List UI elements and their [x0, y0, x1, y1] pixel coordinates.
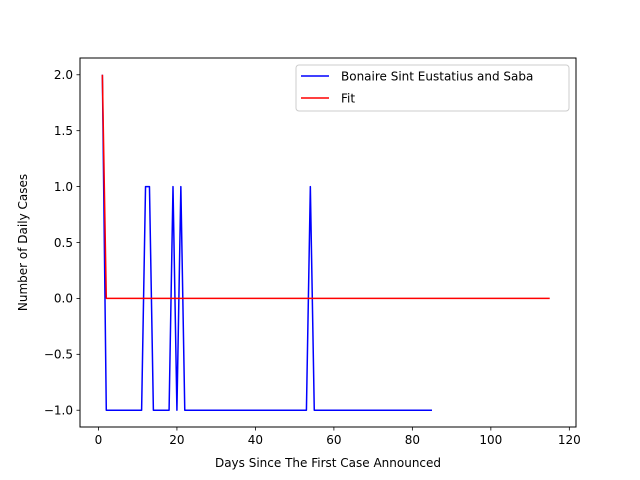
y-tick-label: −1.0 [44, 404, 73, 418]
plot-lines [101, 74, 550, 411]
x-tick-label: 80 [405, 433, 420, 447]
y-axis-ticks: −1.0 −0.5 0.0 0.5 1.0 1.5 2.0 [44, 68, 80, 418]
x-tick-label: 0 [95, 433, 103, 447]
legend-box [295, 64, 570, 112]
y-tick-label: 1.0 [54, 180, 73, 194]
x-axis-label: Days Since The First Case Announced [215, 456, 441, 470]
y-tick-label: 0.0 [54, 292, 73, 306]
y-tick-label: 0.5 [54, 236, 73, 250]
x-tick-label: 40 [248, 433, 263, 447]
legend-label: Bonaire Sint Eustatius and Saba [341, 69, 533, 83]
y-tick-label: 1.5 [54, 124, 73, 138]
legend-label: Fit [341, 91, 355, 105]
y-axis-label: Number of Daily Cases [16, 174, 30, 311]
x-tick-label: 100 [479, 433, 502, 447]
x-tick-label: 20 [169, 433, 184, 447]
y-tick-label: −0.5 [44, 348, 73, 362]
x-axis-ticks: 0 20 40 60 80 100 120 [95, 427, 581, 447]
series-line-cases [101, 74, 432, 411]
series-line-fit [101, 74, 550, 300]
x-tick-label: 120 [558, 433, 581, 447]
legend: Bonaire Sint Eustatius and Saba Fit [295, 64, 570, 112]
x-tick-label: 60 [326, 433, 341, 447]
y-tick-label: 2.0 [54, 68, 73, 82]
